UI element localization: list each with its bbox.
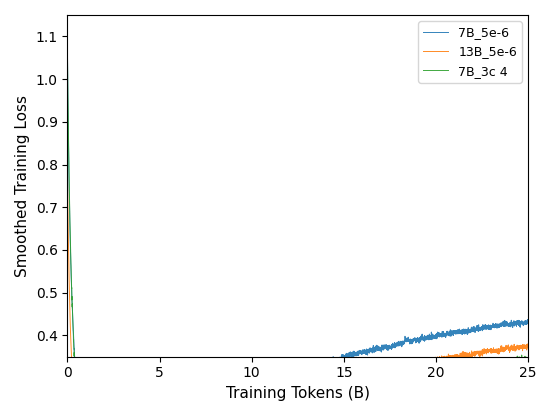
7B_3c 4 xyxy=(341,379,347,384)
13B_5e-6 xyxy=(525,345,532,350)
7B_5e-6 xyxy=(240,393,247,398)
7B_3c 4 xyxy=(443,362,450,367)
13B_5e-6 xyxy=(408,359,415,364)
7B_5e-6 xyxy=(341,354,347,359)
Line: 7B_3c 4: 7B_3c 4 xyxy=(67,48,528,416)
Legend: 7B_5e-6, 13B_5e-6, 7B_3c 4: 7B_5e-6, 13B_5e-6, 7B_3c 4 xyxy=(418,21,522,83)
Line: 7B_5e-6: 7B_5e-6 xyxy=(67,47,528,416)
X-axis label: Training Tokens (B): Training Tokens (B) xyxy=(226,386,370,401)
7B_5e-6 xyxy=(64,45,71,50)
Line: 13B_5e-6: 13B_5e-6 xyxy=(67,162,528,416)
7B_5e-6 xyxy=(525,317,532,322)
Y-axis label: Smoothed Training Loss: Smoothed Training Loss xyxy=(15,95,30,277)
7B_3c 4 xyxy=(364,374,370,379)
7B_5e-6 xyxy=(408,340,415,345)
7B_3c 4 xyxy=(408,369,415,374)
7B_3c 4 xyxy=(240,408,247,413)
13B_5e-6 xyxy=(364,373,370,378)
13B_5e-6 xyxy=(443,357,450,362)
7B_5e-6 xyxy=(364,352,370,357)
7B_3c 4 xyxy=(525,360,532,365)
7B_5e-6 xyxy=(443,330,450,335)
13B_5e-6 xyxy=(240,409,247,414)
13B_5e-6 xyxy=(64,160,71,165)
13B_5e-6 xyxy=(341,377,347,382)
7B_3c 4 xyxy=(64,46,71,51)
